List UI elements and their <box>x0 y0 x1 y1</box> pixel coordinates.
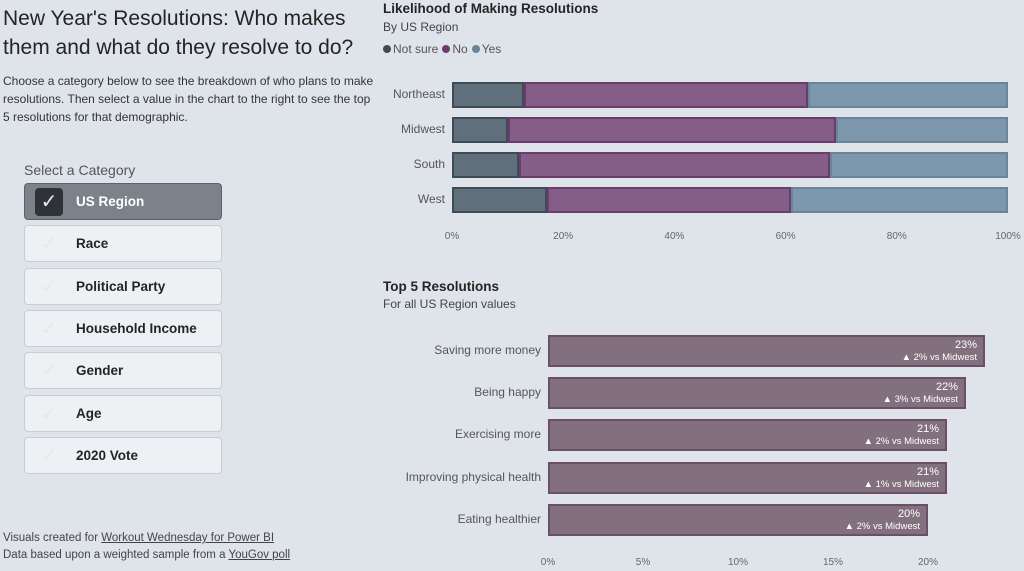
y-axis-label: Northeast <box>392 87 445 101</box>
x-axis-tick: 80% <box>886 231 907 242</box>
y-axis-label: South <box>413 157 445 171</box>
x-axis-tick: 60% <box>775 231 796 242</box>
value-label: 23% <box>954 339 977 351</box>
y-axis-label: Saving more money <box>434 343 541 357</box>
comparison-label: ▲ 2% vs Midwest <box>863 436 939 448</box>
y-axis-label: Midwest <box>400 122 445 136</box>
x-axis-tick: 15% <box>822 557 844 568</box>
resolution-bar[interactable]: 22% ▲ 3% vs Midwest <box>548 377 966 410</box>
x-axis-tick: 0% <box>540 557 556 568</box>
value-label: 21% <box>916 423 939 436</box>
bar-segment-yes[interactable] <box>830 152 1008 178</box>
comparison-label: ▲ 2% vs Midwest <box>844 520 920 532</box>
checkbox-icon: ✓ <box>40 402 58 425</box>
yougov-link[interactable]: YouGov poll <box>228 549 291 561</box>
x-axis-tick: 20% <box>553 231 574 242</box>
bar-segment-not-sure[interactable] <box>452 117 508 143</box>
category-option-label: Age <box>76 405 102 421</box>
chart2-title: Top 5 Resolutions <box>383 279 500 294</box>
bar-segment-no[interactable] <box>518 152 831 178</box>
resolution-bar[interactable]: 21% ▲ 1% vs Midwest <box>548 461 947 494</box>
workout-wednesday-link[interactable]: Workout Wednesday for Power BI <box>101 532 275 544</box>
value-label: 20% <box>897 507 920 520</box>
legend-label: Not sure <box>393 42 439 56</box>
y-axis-label: Exercising more <box>454 427 541 442</box>
resolution-bar[interactable]: 20% ▲ 2% vs Midwest <box>548 503 928 536</box>
chart1-legend: Not sure No Yes <box>383 42 501 56</box>
x-axis-tick: 0% <box>444 231 460 242</box>
category-option-race[interactable]: ✓ Race <box>24 225 222 263</box>
comparison-label: ▲ 2% vs Midwest <box>901 352 977 363</box>
bar-segment-not-sure[interactable] <box>452 82 525 108</box>
category-option-label: Political Party <box>76 278 166 294</box>
resolution-bar[interactable]: 21% ▲ 2% vs Midwest <box>548 419 947 452</box>
y-axis-label: Improving physical health <box>405 469 541 484</box>
legend-label: Yes <box>481 42 502 56</box>
legend-item[interactable]: Yes <box>471 42 502 56</box>
chart1-subtitle: By US Region <box>383 20 459 34</box>
category-slicer-label: Select a Category <box>24 162 136 178</box>
footer-text: Data based upon a weighted sample from a <box>3 549 229 561</box>
chart2-subtitle: For all US Region values <box>383 297 516 311</box>
page-title: New Year's Resolutions: Who makes them a… <box>3 7 354 59</box>
bar-segment-no[interactable] <box>507 117 836 143</box>
bar-segment-not-sure[interactable] <box>452 152 519 178</box>
footer-text: Visuals created for <box>3 532 102 544</box>
bar-segment-yes[interactable] <box>807 82 1008 108</box>
bar-segment-not-sure[interactable] <box>452 187 547 213</box>
checkbox-icon: ✓ <box>40 444 58 467</box>
checkbox-icon: ✓ <box>40 275 58 298</box>
legend-item[interactable]: Not sure <box>383 42 438 56</box>
comparison-label: ▲ 3% vs Midwest <box>882 394 958 406</box>
bar-segment-no[interactable] <box>524 82 808 108</box>
bar-segment-yes[interactable] <box>835 117 1008 143</box>
category-option-gender[interactable]: ✓ Gender <box>24 352 222 390</box>
legend-dot-icon <box>383 45 391 53</box>
legend-dot-icon <box>442 45 451 53</box>
checkbox-icon: ✓ <box>40 360 58 383</box>
category-option-political-party[interactable]: ✓ Political Party <box>24 267 222 305</box>
footer: Visuals created for Workout Wednesday fo… <box>3 530 290 564</box>
category-option-label: Gender <box>76 363 124 379</box>
checkbox-icon: ✓ <box>35 187 63 216</box>
category-option-2020-vote[interactable]: ✓ 2020 Vote <box>24 436 222 474</box>
category-option-label: Race <box>76 236 109 252</box>
bar-segment-yes[interactable] <box>791 187 1008 213</box>
chart1-title: Likelihood of Making Resolutions <box>383 1 599 16</box>
x-axis-tick: 10% <box>727 557 749 568</box>
resolution-bar[interactable]: 23% ▲ 2% vs Midwest <box>548 335 985 367</box>
value-label: 22% <box>935 381 958 394</box>
category-option-age[interactable]: ✓ Age <box>24 394 222 432</box>
category-option-label: Household Income <box>76 320 197 336</box>
y-axis-label: Being happy <box>474 385 541 400</box>
legend-item[interactable]: No <box>442 42 468 56</box>
x-axis-tick: 20% <box>917 557 939 568</box>
legend-dot-icon <box>471 45 480 53</box>
x-axis-tick: 40% <box>664 231 685 242</box>
x-axis-tick: 100% <box>995 231 1021 242</box>
category-option-us-region[interactable]: ✓ US Region <box>24 183 222 220</box>
value-label: 21% <box>916 465 939 478</box>
category-option-household-income[interactable]: ✓ Household Income <box>24 309 222 347</box>
intro: New Year's Resolutions: Who makes them a… <box>3 4 375 126</box>
bar-segment-no[interactable] <box>546 187 792 213</box>
comparison-label: ▲ 1% vs Midwest <box>863 478 939 490</box>
category-option-label: US Region <box>76 194 145 209</box>
y-axis-label: Eating healthier <box>457 511 541 526</box>
checkbox-icon: ✓ <box>40 317 58 340</box>
x-axis-tick: 5% <box>635 557 651 568</box>
y-axis-label: West <box>417 192 445 206</box>
category-option-label: 2020 Vote <box>76 447 139 463</box>
legend-label: No <box>452 42 468 56</box>
checkbox-icon: ✓ <box>40 233 58 256</box>
page-description: Choose a category below to see the break… <box>3 74 374 124</box>
